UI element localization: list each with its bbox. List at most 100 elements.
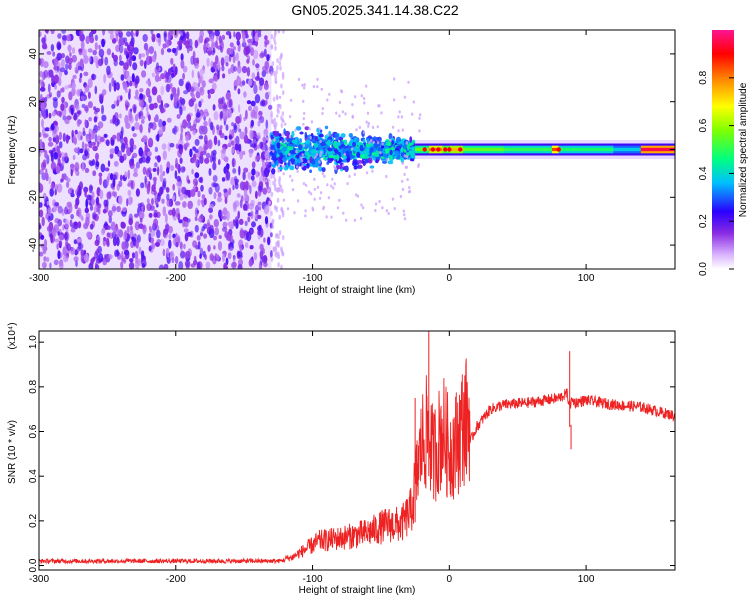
noise-blob [108, 215, 113, 224]
noise-blob [204, 112, 207, 118]
noise-blob [220, 152, 227, 161]
faint-blob [400, 179, 404, 183]
noise-blob [252, 49, 259, 60]
colorbar-tick-label: 0.4 [698, 166, 709, 180]
noise-blob [193, 255, 197, 262]
noise-blob [116, 119, 121, 125]
noise-edge-blob [280, 207, 284, 213]
noise-blob [235, 52, 239, 62]
noise-blob [104, 254, 107, 260]
noise-blob [87, 78, 93, 88]
y-tick-label: 0.2 [28, 513, 39, 527]
faint-blob [289, 98, 293, 102]
noise-blob [179, 106, 183, 116]
signal-blob [281, 138, 285, 143]
noise-blob [251, 168, 256, 176]
noise-blob [263, 237, 266, 243]
noise-blob [251, 180, 257, 188]
noise-blob [43, 133, 49, 138]
noise-blob [54, 238, 60, 243]
noise-blob [237, 104, 241, 113]
faint-blob [269, 167, 272, 171]
faint-blob [271, 161, 275, 165]
band-peak [447, 147, 452, 152]
signal-blob [359, 154, 366, 159]
noise-blob [237, 264, 243, 269]
noise-edge-blob [275, 94, 279, 100]
faint-blob [309, 192, 313, 196]
noise-blob [102, 209, 107, 214]
y-tick-label: 0.0 [28, 558, 39, 572]
signal-blob [273, 132, 279, 137]
noise-blob [39, 224, 42, 229]
noise-blob [93, 205, 97, 215]
faint-blob [282, 119, 285, 123]
noise-edge-blob [278, 214, 282, 220]
noise-blob [255, 190, 258, 199]
faint-blob [310, 120, 314, 124]
noise-blob [50, 124, 55, 131]
noise-blob [181, 105, 186, 111]
signal-blob [305, 139, 311, 145]
faint-blob [288, 115, 292, 119]
noise-blob [108, 82, 112, 93]
noise-blob [84, 84, 90, 93]
noise-blob [134, 114, 139, 122]
noise-blob [191, 168, 194, 175]
noise-blob [237, 88, 241, 95]
noise-blob [64, 85, 69, 90]
noise-blob [71, 189, 75, 195]
noise-blob [66, 34, 71, 42]
noise-blob [224, 55, 230, 64]
noise-blob [45, 256, 50, 263]
noise-blob [91, 141, 96, 146]
noise-blob [217, 241, 223, 251]
noise-blob [54, 188, 57, 196]
noise-blob [89, 185, 94, 191]
noise-blob [236, 65, 242, 74]
faint-blob [274, 80, 278, 84]
noise-blob [141, 70, 147, 78]
noise-blob [169, 142, 175, 148]
noise-blob [140, 182, 145, 189]
noise-edge-blob [278, 230, 282, 236]
noise-blob [112, 134, 117, 140]
colorbar-tick-label: 0.0 [698, 262, 709, 276]
spectrogram-x-axis-label: Height of straight line (km) [299, 285, 416, 296]
noise-blob [168, 225, 173, 234]
signal-blob [301, 157, 308, 164]
noise-blob [190, 55, 195, 65]
noise-blob [207, 89, 210, 95]
noise-blob [133, 32, 136, 37]
faint-blob [311, 206, 314, 210]
noise-blob [124, 114, 129, 125]
faint-blob [411, 112, 414, 116]
noise-blob [56, 65, 60, 72]
noise-blob [151, 184, 156, 192]
noise-blob [118, 44, 124, 54]
noise-blob [248, 150, 253, 158]
faint-blob [401, 161, 404, 165]
noise-blob [194, 63, 199, 69]
noise-blob [221, 177, 226, 182]
noise-blob [126, 75, 132, 82]
signal-blob [313, 142, 320, 148]
noise-blob [90, 258, 94, 266]
noise-blob [212, 61, 217, 69]
noise-blob [148, 232, 152, 243]
noise-blob [162, 248, 166, 257]
noise-blob [94, 107, 100, 113]
noise-blob [262, 187, 268, 195]
noise-blob [53, 58, 58, 64]
noise-blob [194, 148, 199, 153]
band-core [640, 147, 675, 152]
noise-blob [187, 200, 193, 210]
faint-blob [304, 209, 307, 213]
faint-blob [332, 186, 335, 190]
faint-blob [330, 215, 333, 219]
noise-edge-blob [273, 32, 277, 38]
noise-blob [91, 191, 95, 199]
faint-blob [341, 110, 345, 114]
noise-blob [163, 263, 169, 269]
noise-blob [103, 199, 108, 207]
